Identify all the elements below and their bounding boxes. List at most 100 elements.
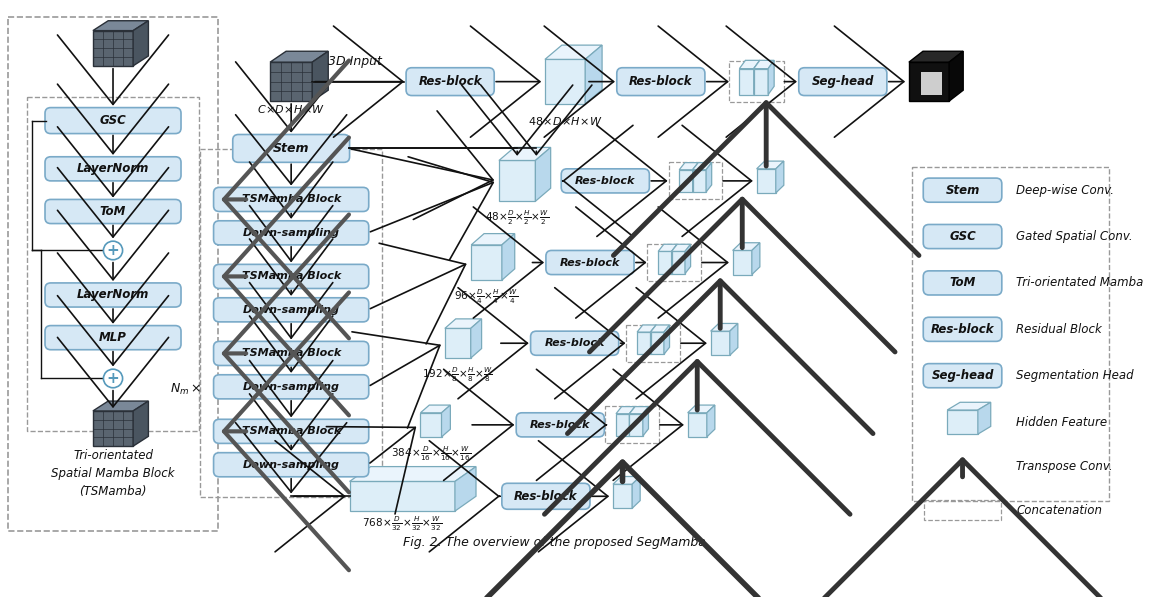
Text: LayerNorm: LayerNorm xyxy=(77,162,149,176)
Polygon shape xyxy=(711,324,738,331)
Text: Fig. 2. The overview of the proposed SegMamba.: Fig. 2. The overview of the proposed Seg… xyxy=(403,536,710,549)
FancyBboxPatch shape xyxy=(45,325,181,350)
Bar xyxy=(924,500,1000,521)
Polygon shape xyxy=(756,161,784,169)
Polygon shape xyxy=(688,405,715,413)
Polygon shape xyxy=(672,244,677,273)
FancyBboxPatch shape xyxy=(502,484,590,509)
Bar xyxy=(8,17,218,531)
Polygon shape xyxy=(711,331,730,355)
Text: GSC: GSC xyxy=(100,114,127,127)
Text: Down-sampling: Down-sampling xyxy=(243,228,339,238)
FancyBboxPatch shape xyxy=(798,67,887,96)
Polygon shape xyxy=(658,244,677,251)
Text: TSMamba Block: TSMamba Block xyxy=(242,272,340,281)
Bar xyxy=(200,149,382,497)
Polygon shape xyxy=(754,69,768,94)
Text: Stem: Stem xyxy=(946,184,980,196)
FancyBboxPatch shape xyxy=(214,453,368,477)
Text: $C\!\times\!D\!\times\!H\!\times\!W$: $C\!\times\!D\!\times\!H\!\times\!W$ xyxy=(257,103,325,115)
Polygon shape xyxy=(442,405,451,437)
Polygon shape xyxy=(630,414,643,436)
Polygon shape xyxy=(637,325,657,332)
Text: Res-block: Res-block xyxy=(575,176,636,186)
Polygon shape xyxy=(909,51,963,62)
Text: Deep-wise Conv.: Deep-wise Conv. xyxy=(1016,184,1114,196)
Polygon shape xyxy=(472,233,515,245)
Polygon shape xyxy=(614,484,632,508)
Polygon shape xyxy=(978,402,991,434)
Text: Res-block: Res-block xyxy=(931,323,995,336)
Bar xyxy=(647,244,701,281)
Text: $96\!\times\!\frac{D}{4}\!\times\!\frac{H}{4}\!\times\!\frac{W}{4}$: $96\!\times\!\frac{D}{4}\!\times\!\frac{… xyxy=(454,288,518,306)
Bar xyxy=(912,167,1109,501)
Text: Seg-head: Seg-head xyxy=(932,369,994,382)
Polygon shape xyxy=(688,413,706,437)
Polygon shape xyxy=(93,30,134,66)
Polygon shape xyxy=(632,476,640,508)
Text: Transpose Conv.: Transpose Conv. xyxy=(1016,460,1113,473)
FancyBboxPatch shape xyxy=(214,298,368,322)
Bar xyxy=(605,407,659,444)
Bar xyxy=(668,162,722,199)
Polygon shape xyxy=(545,45,602,59)
Circle shape xyxy=(103,241,123,260)
Polygon shape xyxy=(768,60,774,94)
FancyBboxPatch shape xyxy=(561,169,650,193)
Polygon shape xyxy=(672,251,684,273)
Polygon shape xyxy=(739,69,754,94)
Polygon shape xyxy=(498,147,551,161)
Polygon shape xyxy=(706,405,715,437)
Polygon shape xyxy=(947,402,991,410)
Polygon shape xyxy=(706,162,711,192)
FancyBboxPatch shape xyxy=(214,375,368,399)
Polygon shape xyxy=(270,51,328,62)
Text: LayerNorm: LayerNorm xyxy=(77,288,149,301)
Polygon shape xyxy=(684,244,690,273)
Polygon shape xyxy=(651,325,657,355)
Text: TSMamba Block: TSMamba Block xyxy=(242,195,340,204)
Polygon shape xyxy=(949,51,963,101)
Text: $384\!\times\!\frac{D}{16}\!\times\!\frac{H}{16}\!\times\!\frac{W}{16}$: $384\!\times\!\frac{D}{16}\!\times\!\fra… xyxy=(390,444,471,463)
Polygon shape xyxy=(502,233,515,280)
Polygon shape xyxy=(313,51,328,101)
Text: Concatenation: Concatenation xyxy=(1016,504,1103,516)
Polygon shape xyxy=(472,245,502,280)
Text: Down-sampling: Down-sampling xyxy=(243,460,339,470)
Polygon shape xyxy=(93,21,149,30)
Polygon shape xyxy=(693,162,711,170)
Polygon shape xyxy=(445,328,471,358)
Polygon shape xyxy=(93,411,134,446)
FancyBboxPatch shape xyxy=(924,364,1002,387)
Polygon shape xyxy=(776,161,784,193)
Polygon shape xyxy=(421,405,451,413)
Polygon shape xyxy=(680,162,698,170)
Polygon shape xyxy=(630,407,648,414)
Polygon shape xyxy=(471,319,481,358)
Polygon shape xyxy=(909,62,949,101)
Text: ToM: ToM xyxy=(100,205,127,218)
Polygon shape xyxy=(614,476,640,484)
FancyBboxPatch shape xyxy=(924,317,1002,341)
Text: Segmentation Head: Segmentation Head xyxy=(1016,369,1134,382)
Bar xyxy=(729,61,784,102)
Text: Down-sampling: Down-sampling xyxy=(243,382,339,392)
Polygon shape xyxy=(754,60,760,94)
Polygon shape xyxy=(693,162,698,192)
Polygon shape xyxy=(545,59,586,104)
Text: Res-block: Res-block xyxy=(629,75,693,88)
Polygon shape xyxy=(739,60,760,69)
FancyBboxPatch shape xyxy=(45,107,181,134)
Text: 3D Input: 3D Input xyxy=(328,55,381,67)
Text: ToM: ToM xyxy=(949,276,976,290)
Polygon shape xyxy=(445,319,481,328)
Polygon shape xyxy=(536,147,551,201)
Text: TSMamba Block: TSMamba Block xyxy=(242,426,340,436)
FancyBboxPatch shape xyxy=(45,283,181,307)
Text: $N_m\times$: $N_m\times$ xyxy=(171,382,202,397)
Polygon shape xyxy=(616,407,636,414)
Text: Tri-orientated Mamba: Tri-orientated Mamba xyxy=(1016,276,1143,290)
FancyBboxPatch shape xyxy=(214,341,368,365)
FancyBboxPatch shape xyxy=(214,264,368,288)
Bar xyxy=(27,97,199,432)
